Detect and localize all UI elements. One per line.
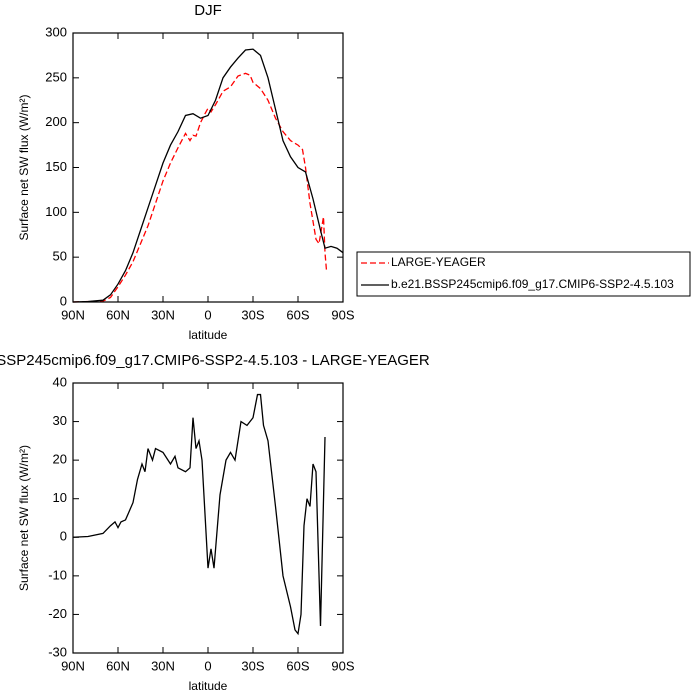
y-tick-label: 40 — [53, 374, 67, 389]
x-tick-label: 30N — [151, 307, 175, 322]
y-tick-label: 30 — [53, 413, 67, 428]
x-tick-label: 60N — [106, 658, 130, 673]
y-tick-label: 20 — [53, 452, 67, 467]
y-tick-label: -10 — [48, 567, 67, 582]
y-tick-label: 100 — [45, 204, 67, 219]
y-axis-label: Surface net SW flux (W/m²) — [17, 94, 31, 240]
legend-label: b.e21.BSSP245cmip6.f09_g17.CMIP6-SSP2-4.… — [391, 277, 674, 291]
data-line — [72, 48, 344, 303]
chart-title: DJF — [194, 2, 222, 19]
y-tick-label: 150 — [45, 159, 67, 174]
x-tick-label: 60N — [106, 307, 130, 322]
legend-box — [356, 251, 691, 297]
y-tick-label: 200 — [45, 114, 67, 129]
plot-frame — [72, 382, 344, 654]
x-tick-label: 0 — [204, 658, 211, 673]
y-tick-label: -20 — [48, 606, 67, 621]
y-tick-label: 300 — [45, 24, 67, 39]
x-tick-label: 0 — [204, 307, 211, 322]
x-axis-label: latitude — [189, 328, 228, 342]
x-tick-label: 30S — [241, 307, 264, 322]
y-tick-label: 10 — [53, 490, 67, 505]
y-tick-label: -30 — [48, 644, 67, 659]
x-tick-label: 60S — [286, 307, 309, 322]
y-axis-label: Surface net SW flux (W/m²) — [17, 445, 31, 591]
x-tick-label: 30N — [151, 658, 175, 673]
x-tick-label: 90N — [61, 658, 85, 673]
y-tick-label: 50 — [53, 249, 67, 264]
y-tick-label: 0 — [60, 529, 67, 544]
x-tick-label: 90S — [331, 658, 354, 673]
x-tick-label: 30S — [241, 658, 264, 673]
plot-frame — [72, 32, 344, 303]
x-tick-label: 90N — [61, 307, 85, 322]
x-tick-label: 60S — [286, 658, 309, 673]
legend-label: LARGE-YEAGER — [391, 255, 486, 269]
x-tick-label: 90S — [331, 307, 354, 322]
y-tick-label: 0 — [60, 293, 67, 308]
data-line — [72, 393, 326, 636]
data-line — [72, 72, 328, 303]
chart-title: BSSP245cmip6.f09_g17.CMIP6-SSP2-4.5.103 … — [0, 352, 430, 369]
y-tick-label: 250 — [45, 69, 67, 84]
x-axis-label: latitude — [189, 679, 228, 693]
